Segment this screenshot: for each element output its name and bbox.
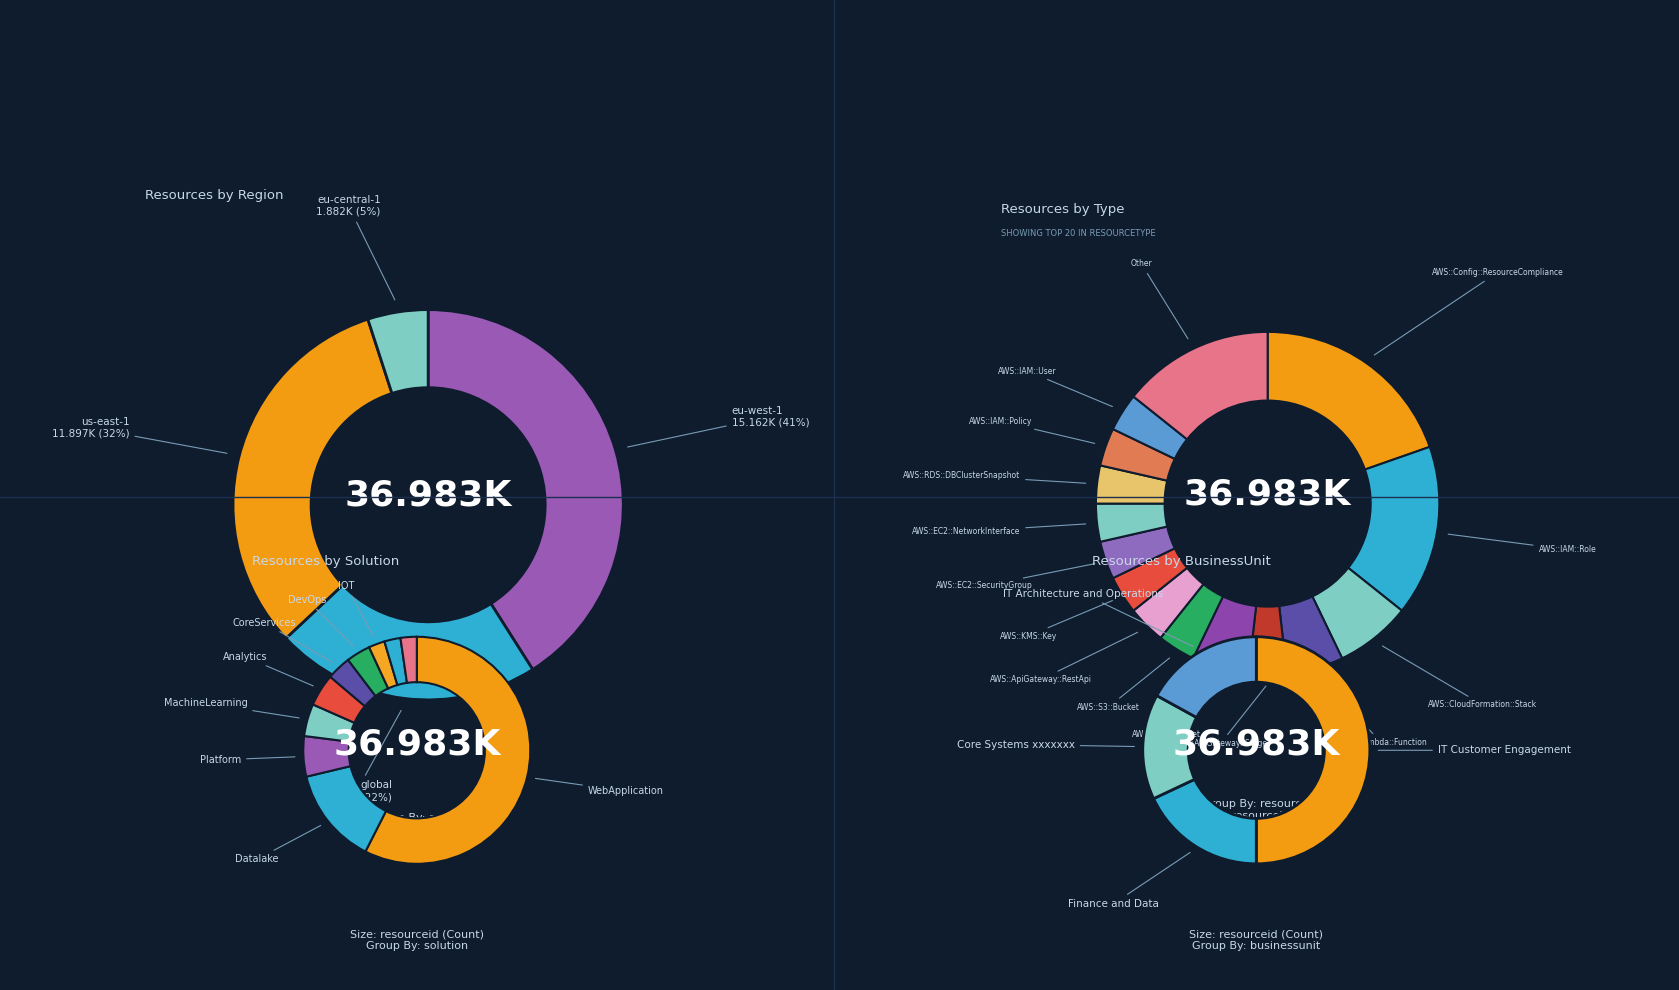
Text: Finance and Data: Finance and Data	[1068, 852, 1190, 909]
Wedge shape	[1100, 527, 1175, 578]
Wedge shape	[306, 766, 386, 851]
Text: Platform: Platform	[200, 754, 296, 765]
Text: eu-central-1
1.882K (5%): eu-central-1 1.882K (5%)	[316, 195, 395, 300]
Wedge shape	[369, 642, 398, 688]
Wedge shape	[1249, 606, 1286, 675]
Text: 36.983K: 36.983K	[332, 728, 500, 761]
Text: MachineLearning: MachineLearning	[163, 698, 299, 718]
Text: global
8.039K (22%): global 8.039K (22%)	[321, 711, 401, 802]
Wedge shape	[384, 638, 406, 685]
Wedge shape	[1113, 548, 1187, 611]
Text: us-east-1
11.897K (32%): us-east-1 11.897K (32%)	[52, 418, 227, 453]
Wedge shape	[1096, 465, 1167, 504]
Text: AWS::IAM::Role: AWS::IAM::Role	[1449, 535, 1597, 554]
Wedge shape	[1313, 568, 1402, 658]
Wedge shape	[1143, 696, 1197, 799]
Wedge shape	[1160, 584, 1222, 658]
Text: AWS::Config::ResourceCompliance: AWS::Config::ResourceCompliance	[1375, 268, 1563, 355]
Text: 36.983K: 36.983K	[1172, 728, 1340, 761]
Wedge shape	[1113, 397, 1187, 459]
Text: Resources by Solution: Resources by Solution	[252, 555, 400, 568]
Text: AWS::EC2::NetworkInterface: AWS::EC2::NetworkInterface	[912, 524, 1086, 536]
Text: Group By: resourcetype
Size: resourceid (Count): Group By: resourcetype Size: resourceid …	[1200, 799, 1335, 821]
Wedge shape	[304, 705, 354, 742]
Text: AWS::ApiGateway::RestApi: AWS::ApiGateway::RestApi	[989, 633, 1138, 684]
Text: Resources by Type: Resources by Type	[1001, 203, 1125, 216]
Text: WebApplication: WebApplication	[536, 778, 663, 796]
Wedge shape	[233, 319, 391, 639]
Wedge shape	[368, 310, 428, 393]
Wedge shape	[1100, 429, 1175, 481]
Text: 36.983K: 36.983K	[344, 478, 512, 512]
Wedge shape	[1279, 596, 1342, 674]
Text: Resources by Region: Resources by Region	[144, 189, 284, 202]
Text: AWS::EC2::Subnet: AWS::EC2::Subnet	[1132, 679, 1216, 740]
Text: AWS::IAM::Policy: AWS::IAM::Policy	[969, 417, 1095, 444]
Text: Size: resourceid (Count)
Group By: solution: Size: resourceid (Count) Group By: solut…	[349, 930, 484, 951]
Wedge shape	[1153, 779, 1256, 864]
Text: eu-west-1
15.162K (41%): eu-west-1 15.162K (41%)	[628, 406, 809, 447]
Wedge shape	[1157, 637, 1256, 718]
Text: Other: Other	[1130, 259, 1189, 339]
Text: 36.983K: 36.983K	[1184, 478, 1352, 512]
Text: CoreServices: CoreServices	[232, 618, 332, 662]
Text: IT Architecture and Operations: IT Architecture and Operations	[1004, 589, 1194, 646]
Wedge shape	[366, 637, 531, 864]
Wedge shape	[428, 310, 623, 669]
Wedge shape	[1133, 332, 1268, 440]
Wedge shape	[285, 585, 532, 700]
Wedge shape	[1133, 568, 1204, 638]
Text: AWS::RDS::DBClusterSnapshot: AWS::RDS::DBClusterSnapshot	[903, 471, 1086, 483]
Wedge shape	[312, 677, 364, 723]
Text: Core Systems xxxxxxx: Core Systems xxxxxxx	[957, 740, 1135, 749]
Text: Datalake: Datalake	[235, 826, 321, 864]
Text: AWS::KMS::Key: AWS::KMS::Key	[999, 601, 1113, 641]
Text: AWS::S3::Bucket: AWS::S3::Bucket	[1076, 658, 1170, 712]
Text: IT Customer Engagement: IT Customer Engagement	[1378, 745, 1572, 755]
Text: Analytics: Analytics	[223, 651, 314, 686]
Text: AWS::EC2::SecurityGroup: AWS::EC2::SecurityGroup	[935, 563, 1095, 590]
Text: Group By: awsregion: Group By: awsregion	[371, 813, 485, 823]
Wedge shape	[1348, 446, 1439, 611]
Wedge shape	[1096, 504, 1167, 542]
Wedge shape	[348, 647, 388, 696]
Text: Size: resourceid (Count)
Group By: businessunit: Size: resourceid (Count) Group By: busin…	[1189, 930, 1323, 951]
Wedge shape	[1268, 332, 1431, 469]
Text: AWS::IAM::User: AWS::IAM::User	[999, 366, 1113, 407]
Wedge shape	[1194, 596, 1256, 674]
Text: SHOWING TOP 20 IN RESOURCETYPE: SHOWING TOP 20 IN RESOURCETYPE	[1001, 229, 1157, 238]
Wedge shape	[1256, 637, 1370, 864]
Text: AWS::Lambda::Function: AWS::Lambda::Function	[1320, 679, 1427, 747]
Text: DevOps: DevOps	[287, 595, 353, 646]
Text: Resources by BusinessUnit: Resources by BusinessUnit	[1091, 555, 1271, 568]
Wedge shape	[304, 736, 351, 777]
Wedge shape	[401, 637, 416, 683]
Text: AWS::CloudFormation::Stack: AWS::CloudFormation::Stack	[1382, 645, 1538, 710]
Text: IOT: IOT	[337, 581, 373, 637]
Text: AWS::ApiGateway::Stage: AWS::ApiGateway::Stage	[1172, 686, 1268, 748]
Wedge shape	[331, 660, 376, 706]
